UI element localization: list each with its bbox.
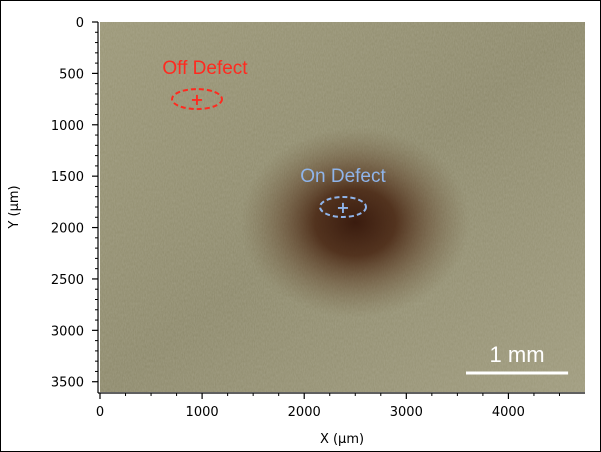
x-tick-label: 0 bbox=[96, 405, 104, 420]
on-defect-marker-ellipse bbox=[319, 196, 368, 218]
on-defect-annotation: On Defect + bbox=[300, 166, 386, 218]
y-tick-label: 1000 bbox=[51, 119, 84, 134]
micrograph-image bbox=[100, 22, 585, 392]
off-defect-marker-ellipse bbox=[171, 88, 223, 111]
off-defect-crosshair-icon: + bbox=[190, 90, 203, 109]
scale-bar-label: 1 mm bbox=[490, 342, 545, 367]
y-tick-label: 2000 bbox=[51, 222, 84, 237]
y-tick-label: 0 bbox=[76, 16, 84, 31]
defect-dark-region bbox=[240, 127, 471, 318]
axes: 0 1000 2000 3000 4000 0 500 1000 1500 2000 2500 30… bbox=[51, 16, 585, 420]
x-tick-label: 1000 bbox=[186, 405, 219, 420]
off-defect-label: Off Defect bbox=[162, 58, 248, 79]
y-tick-label: 1500 bbox=[51, 170, 84, 185]
off-defect-annotation: Off Defect + bbox=[162, 58, 248, 111]
y-tick-label: 500 bbox=[59, 67, 84, 82]
y-tick-label: 3500 bbox=[51, 376, 84, 391]
y-tick-label: 3000 bbox=[51, 324, 84, 339]
x-tick-label: 4000 bbox=[492, 405, 525, 420]
on-defect-label: On Defect bbox=[300, 166, 386, 187]
scale-bar: 1 mm bbox=[466, 342, 569, 375]
y-axis-title: Y (µm) bbox=[7, 185, 22, 229]
x-tick-label: 3000 bbox=[390, 405, 423, 420]
y-axis-ticks: 0 500 1000 1500 2000 2500 3000 3500 bbox=[51, 16, 98, 391]
x-axis-ticks: 0 1000 2000 3000 4000 bbox=[96, 393, 560, 420]
on-defect-crosshair-icon: + bbox=[336, 198, 349, 217]
x-tick-label: 2000 bbox=[288, 405, 321, 420]
y-tick-label: 2500 bbox=[51, 273, 84, 288]
x-axis-title: X (µm) bbox=[320, 432, 364, 447]
